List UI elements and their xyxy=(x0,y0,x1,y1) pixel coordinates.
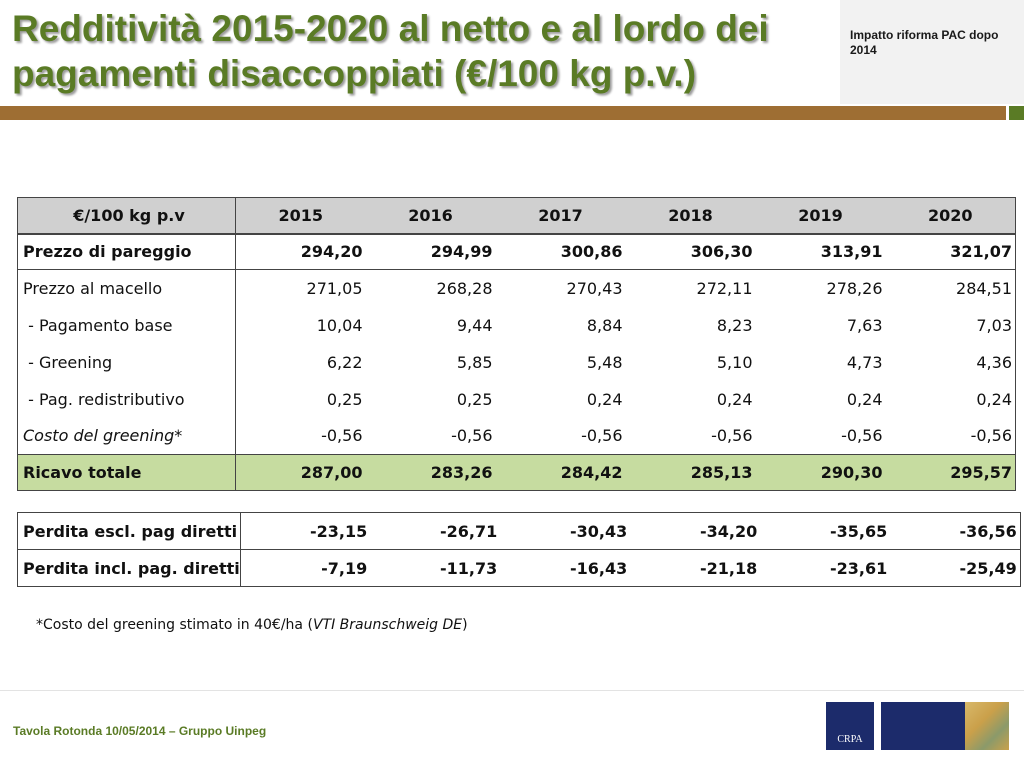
table-cell: 306,30 xyxy=(625,233,756,270)
table-cell: -7,19 xyxy=(240,549,371,587)
table-cell: -16,43 xyxy=(500,549,631,587)
table-row: - Pagamento base 10,04 9,44 8,84 8,23 7,… xyxy=(17,306,1016,344)
table-cell: 290,30 xyxy=(755,454,886,491)
table-cell: -26,71 xyxy=(439,521,498,541)
footnote-text: *Costo del greening stimato in 40€/ha ( xyxy=(36,617,313,633)
header-rule xyxy=(0,106,1006,120)
table-cell: 4,73 xyxy=(846,352,883,372)
loss-table: Perdita escl. pag diretti -23,15 -26,71 … xyxy=(17,512,1021,587)
photo-thumbnail xyxy=(965,702,1009,750)
table-row: Perdita escl. pag diretti -23,15 -26,71 … xyxy=(17,512,1021,550)
table-cell: 8,84 xyxy=(586,315,623,335)
header-rule-accent xyxy=(1009,106,1024,120)
table-cell: -30,43 xyxy=(569,521,628,541)
side-panel xyxy=(840,0,1024,104)
table-row: - Greening 6,22 5,85 5,48 5,10 4,73 4,36 xyxy=(17,343,1016,381)
table-cell: 0,25 xyxy=(456,389,493,409)
row-label: Perdita incl. pag. diretti xyxy=(17,549,241,587)
table-cell: -0,56 xyxy=(711,426,753,446)
footer-divider xyxy=(0,690,1024,691)
row-label: Perdita escl. pag diretti xyxy=(17,512,241,550)
logo-band xyxy=(881,702,967,750)
table-cell: -0,56 xyxy=(970,426,1012,446)
row-label: Prezzo di pareggio xyxy=(17,233,236,270)
footnote-close: ) xyxy=(462,617,468,633)
footer-event-label: Tavola Rotonda 10/05/2014 – Gruppo Uinpe… xyxy=(13,724,267,738)
year-2020-header: 2020 xyxy=(885,197,1016,235)
table-cell: 285,13 xyxy=(625,454,756,491)
table-cell: 268,28 xyxy=(436,278,493,298)
header-corner: €/100 kg p.v xyxy=(17,197,236,235)
table-cell: 7,03 xyxy=(976,315,1012,335)
table-cell: 0,24 xyxy=(976,389,1012,409)
table-cell: -23,61 xyxy=(760,549,891,587)
table-cell: -35,65 xyxy=(829,521,888,541)
year-2016-header: 2016 xyxy=(365,197,496,235)
table-cell: 5,10 xyxy=(716,352,753,372)
crpa-logo: CRPA xyxy=(826,702,874,750)
table-cell: -36,56 xyxy=(959,521,1017,541)
table-cell: -21,18 xyxy=(630,549,761,587)
table-cell: 313,91 xyxy=(755,233,886,270)
table-cell: 0,25 xyxy=(326,389,363,409)
table-row: - Pag. redistributivo 0,25 0,25 0,24 0,2… xyxy=(17,380,1016,418)
table-cell: -34,20 xyxy=(699,521,758,541)
year-2015-header: 2015 xyxy=(235,197,366,235)
table-cell: -0,56 xyxy=(451,426,493,446)
table-cell: 4,36 xyxy=(976,352,1012,372)
table-row: Prezzo al macello 271,05 268,28 270,43 2… xyxy=(17,269,1016,307)
row-label: - Pag. redistributivo xyxy=(17,380,236,418)
table-row: Costo del greening* -0,56 -0,56 -0,56 -0… xyxy=(17,417,1016,455)
table-cell: 0,24 xyxy=(846,389,883,409)
year-2019-header: 2019 xyxy=(755,197,886,235)
table-header-row: €/100 kg p.v 2015 2016 2017 2018 2019 20… xyxy=(17,197,1016,235)
crpa-logo-text: CRPA xyxy=(837,734,863,745)
table-cell: 287,00 xyxy=(235,454,366,491)
row-label: Prezzo al macello xyxy=(17,269,236,307)
profitability-table: €/100 kg p.v 2015 2016 2017 2018 2019 20… xyxy=(17,197,1016,491)
table-cell: 321,07 xyxy=(885,233,1016,270)
slide-title: Redditività 2015-2020 al netto e al lord… xyxy=(12,8,769,94)
table-cell: 9,44 xyxy=(456,315,493,335)
year-2017-header: 2017 xyxy=(495,197,626,235)
table-cell: 295,57 xyxy=(885,454,1016,491)
table-cell: -0,56 xyxy=(841,426,883,446)
table-cell: 10,04 xyxy=(316,315,363,335)
table-cell: 7,63 xyxy=(846,315,883,335)
footnote-source: VTI Braunschweig DE xyxy=(312,617,463,633)
total-row: Ricavo totale 287,00 283,26 284,42 285,1… xyxy=(17,454,1016,491)
table-cell: 0,24 xyxy=(586,389,623,409)
row-label: Ricavo totale xyxy=(17,454,236,491)
row-label: - Pagamento base xyxy=(17,306,236,344)
table-cell: -23,15 xyxy=(309,521,368,541)
side-label: Impatto riforma PAC dopo 2014 xyxy=(850,28,999,57)
table-cell: -11,73 xyxy=(370,549,501,587)
table-cell: 294,99 xyxy=(365,233,496,270)
table-cell: 270,43 xyxy=(566,278,623,298)
table-cell: 5,48 xyxy=(586,352,623,372)
row-label: Costo del greening* xyxy=(17,417,236,455)
table-cell: 272,11 xyxy=(696,278,753,298)
table-cell: 284,51 xyxy=(956,278,1012,298)
table-cell: 5,85 xyxy=(456,352,493,372)
table-cell: 294,20 xyxy=(235,233,366,270)
table-cell: 8,23 xyxy=(716,315,753,335)
table-cell: 284,42 xyxy=(495,454,626,491)
year-2018-header: 2018 xyxy=(625,197,756,235)
table-cell: 271,05 xyxy=(306,278,363,298)
table-cell: -25,49 xyxy=(890,549,1021,587)
table-cell: 300,86 xyxy=(495,233,626,270)
table-cell: -0,56 xyxy=(321,426,363,446)
footnote: *Costo del greening stimato in 40€/ha (V… xyxy=(36,617,468,633)
table-cell: 0,24 xyxy=(716,389,753,409)
table-cell: -0,56 xyxy=(581,426,623,446)
table-cell: 6,22 xyxy=(326,352,363,372)
table-cell: 278,26 xyxy=(826,278,883,298)
table-row: Prezzo di pareggio 294,20 294,99 300,86 … xyxy=(17,233,1016,270)
table-row: Perdita incl. pag. diretti -7,19 -11,73 … xyxy=(17,549,1021,587)
table-cell: 283,26 xyxy=(365,454,496,491)
row-label: - Greening xyxy=(17,343,236,381)
